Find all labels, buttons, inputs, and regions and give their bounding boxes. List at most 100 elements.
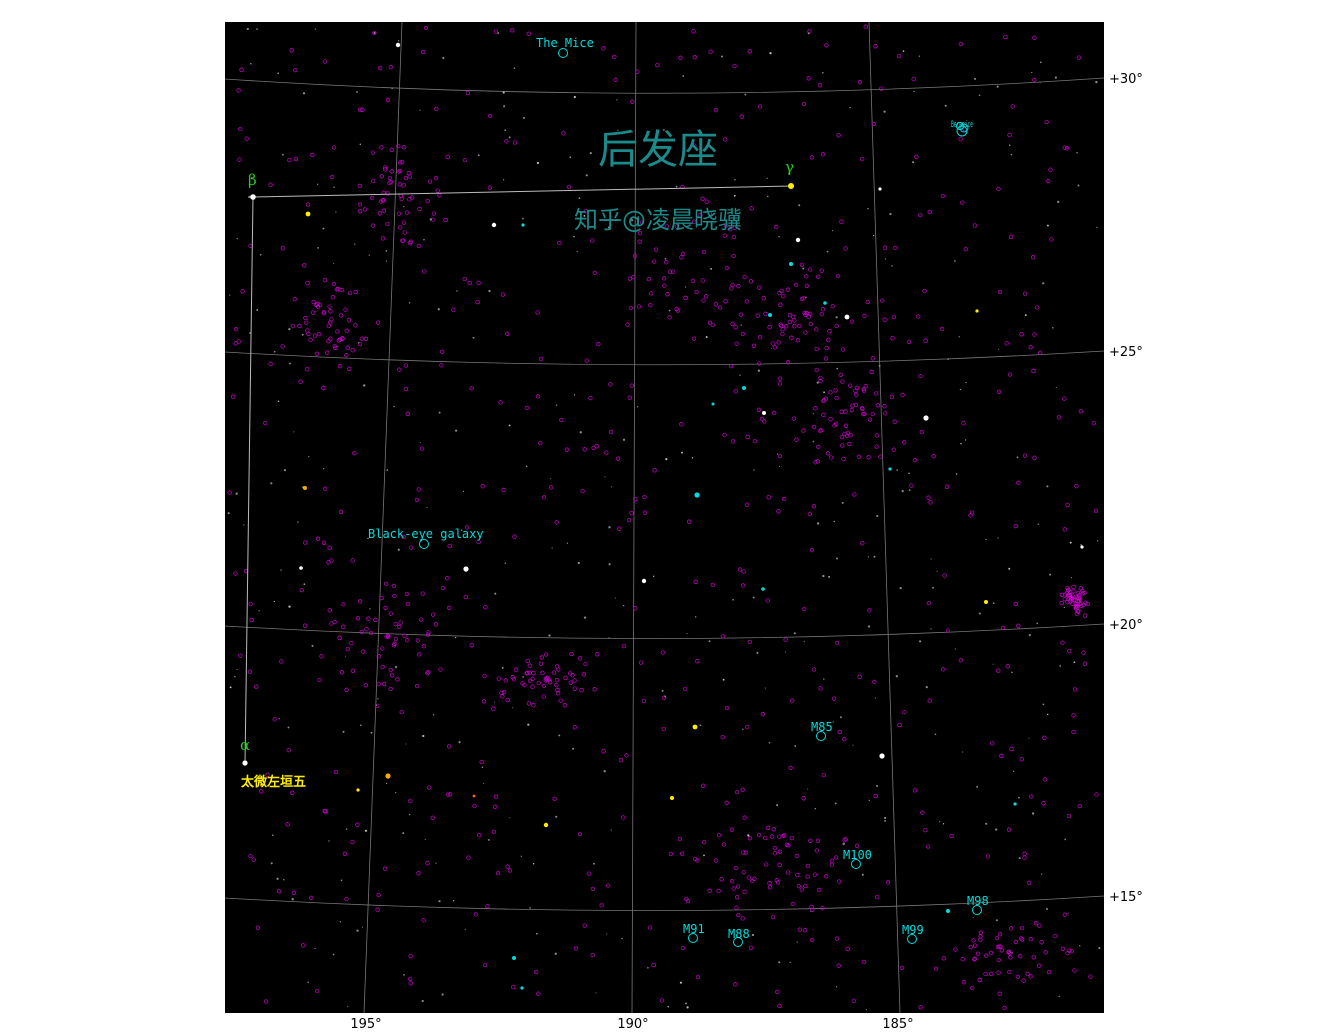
- faint-star: [985, 822, 988, 825]
- galaxy-marker: [391, 583, 397, 589]
- galaxy-marker: [1006, 827, 1012, 832]
- galaxy-marker: [659, 998, 665, 1003]
- galaxy-marker: [730, 321, 735, 326]
- star: [491, 222, 497, 228]
- star-label-beta: β: [248, 171, 257, 189]
- faint-star: [494, 592, 497, 595]
- galaxy-marker: [380, 236, 386, 241]
- galaxy-marker: [419, 617, 424, 622]
- deep-sky-objects: [419, 48, 982, 947]
- galaxy-marker: [325, 350, 330, 355]
- galaxy-marker: [582, 923, 587, 928]
- galaxy-marker: [445, 792, 451, 797]
- galaxy-marker: [788, 765, 793, 770]
- faint-star: [744, 93, 747, 96]
- galaxy-marker: [1062, 912, 1067, 917]
- star: [823, 301, 827, 305]
- galaxy-marker: [1013, 939, 1018, 945]
- galaxy-marker: [339, 670, 345, 675]
- galaxy-marker: [960, 957, 965, 962]
- dso-label-berenice: Berenice: [951, 120, 973, 130]
- galaxy-marker: [1059, 600, 1064, 606]
- galaxy-marker: [685, 899, 691, 904]
- galaxy-marker: [720, 734, 725, 740]
- galaxy-marker: [983, 971, 988, 977]
- galaxy-marker: [739, 114, 744, 119]
- galaxy-marker: [388, 611, 393, 616]
- galaxy-marker: [627, 517, 632, 523]
- galaxy-marker: [972, 223, 977, 228]
- galaxy-marker: [263, 999, 269, 1004]
- faint-star: [277, 72, 280, 75]
- faint-star: [234, 676, 236, 678]
- faint-star: [1028, 737, 1030, 739]
- faint-star: [958, 336, 960, 338]
- galaxy-marker: [448, 792, 453, 797]
- galaxy-marker: [475, 299, 480, 305]
- galaxy-marker: [875, 403, 881, 408]
- faint-star: [684, 286, 687, 288]
- faint-star: [889, 212, 892, 216]
- galaxy-marker: [621, 815, 626, 820]
- galaxy-marker: [774, 878, 779, 883]
- galaxy-marker: [674, 224, 680, 229]
- galaxy-marker: [1074, 606, 1079, 611]
- faint-star: [422, 734, 425, 738]
- faint-star: [908, 472, 910, 475]
- galaxy-marker: [812, 872, 818, 877]
- galaxy-marker: [594, 444, 599, 449]
- galaxy-marker: [944, 484, 950, 489]
- faint-star: [705, 335, 708, 339]
- galaxy-marker: [326, 339, 331, 344]
- star-label-alpha: α: [240, 736, 250, 754]
- faint-star: [964, 439, 967, 441]
- faint-star: [508, 136, 511, 139]
- galaxy-marker: [692, 55, 697, 60]
- galaxy-marker: [572, 686, 577, 691]
- galaxy-marker: [732, 63, 737, 69]
- galaxy-marker: [958, 658, 963, 663]
- galaxy-marker: [678, 55, 683, 60]
- galaxy-marker: [1069, 596, 1075, 601]
- galaxy-marker: [818, 686, 823, 691]
- galaxy-marker: [462, 157, 468, 163]
- ra-tick-label: 190°: [617, 1017, 648, 1032]
- galaxy-marker: [383, 605, 388, 610]
- galaxy-marker: [397, 367, 402, 372]
- faint-star: [867, 207, 869, 210]
- galaxy-marker: [1088, 974, 1093, 979]
- faint-star: [359, 724, 362, 727]
- faint-star: [992, 602, 995, 605]
- faint-star: [342, 730, 345, 733]
- galaxy-marker: [632, 253, 638, 259]
- galaxy-marker: [808, 267, 813, 272]
- dec-line-25: [224, 350, 1105, 366]
- star: [768, 313, 772, 317]
- galaxy-marker: [820, 906, 825, 911]
- galaxy-marker: [1013, 523, 1018, 529]
- galaxy-marker: [1071, 589, 1076, 594]
- galaxy-marker: [794, 853, 799, 859]
- galaxy-marker: [388, 65, 393, 70]
- galaxy-marker: [778, 322, 783, 327]
- faint-star: [872, 234, 875, 237]
- faint-star: [1049, 573, 1052, 576]
- galaxy-marker: [556, 691, 561, 696]
- galaxy-marker: [375, 703, 380, 709]
- galaxy-marker: [635, 69, 640, 74]
- galaxy-marker: [384, 634, 389, 639]
- galaxy-marker: [702, 839, 707, 845]
- galaxy-marker: [391, 643, 397, 648]
- galaxy-marker: [380, 646, 385, 651]
- galaxy-marker: [376, 681, 381, 687]
- galaxy-marker: [845, 946, 850, 951]
- galaxy-marker: [748, 279, 754, 284]
- faint-star: [608, 563, 611, 566]
- galaxy-marker: [345, 345, 350, 350]
- galaxy-marker: [363, 336, 369, 341]
- faint-star: [426, 507, 428, 509]
- galaxy-marker: [790, 698, 795, 703]
- galaxy-marker: [734, 865, 739, 871]
- faint-star: [424, 839, 426, 841]
- galaxy-marker: [1031, 368, 1036, 373]
